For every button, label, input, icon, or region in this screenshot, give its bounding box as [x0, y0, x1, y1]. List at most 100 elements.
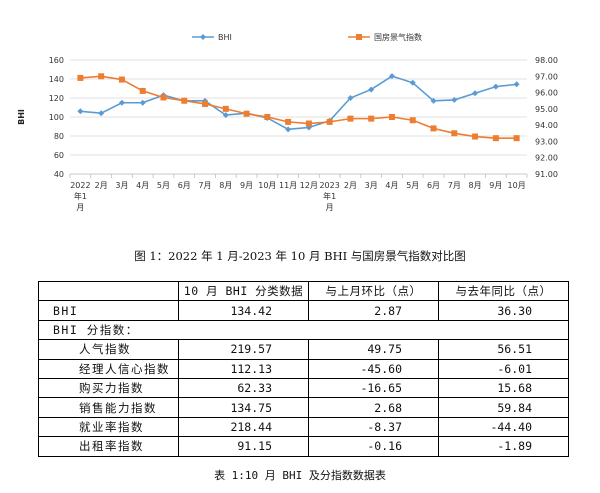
row-name: BHI: [38, 300, 179, 321]
row-value: 59.84: [438, 397, 569, 418]
x-axis-tick-label: 6月: [178, 181, 191, 190]
table-row: BHI 134.42 2.87 36.30: [38, 300, 569, 321]
data-point-housing-index: [347, 115, 354, 122]
left-axis-tick-label: 100: [49, 113, 64, 122]
x-axis-tick-label: 10月: [508, 181, 526, 190]
table-row: 就业率指数 218.44 -8.37 -44.40: [38, 416, 569, 438]
data-point-bhi: [98, 110, 105, 117]
section-label: BHI 分指数：: [38, 319, 569, 341]
row-value: -8.37: [308, 416, 439, 438]
data-point-bhi: [222, 112, 229, 119]
row-value: 2.68: [308, 397, 439, 418]
data-point-housing-index: [264, 114, 271, 120]
header-cell: 与去年同比（点）: [438, 280, 569, 302]
legend-label: 国房景气指数: [374, 32, 422, 42]
row-value: 49.75: [308, 339, 439, 360]
row-name: 购买力指数: [38, 377, 179, 399]
data-point-housing-index: [222, 105, 229, 112]
data-point-housing-index: [243, 110, 250, 117]
row-value: 15.68: [438, 377, 569, 399]
row-value: 134.42: [178, 300, 309, 321]
data-point-housing-index: [285, 118, 292, 125]
x-axis-tick-label: 10月: [258, 181, 276, 190]
series-line-bhi: [80, 75, 517, 131]
right-axis-tick-label: 93.00: [535, 137, 558, 146]
data-point-housing-index: [368, 115, 375, 122]
row-name: 经理人信心指数: [38, 358, 179, 379]
data-point-housing-index: [181, 97, 188, 104]
data-point-bhi: [430, 97, 437, 104]
data-point-housing-index: [430, 125, 437, 132]
row-value: 91.15: [178, 436, 309, 457]
row-name: 销售能力指数: [38, 397, 179, 418]
table-row: 销售能力指数 134.75 2.68 59.84: [38, 397, 569, 418]
row-name: 就业率指数: [38, 416, 179, 438]
header-cell: 10 月 BHI 分类数据: [178, 280, 309, 302]
x-axis-tick-label: 2022: [70, 181, 90, 190]
x-axis-tick-label: 5月: [406, 181, 419, 190]
x-axis-tick-label: 6月: [427, 181, 440, 190]
x-axis-tick-label: 3月: [365, 181, 378, 190]
table-row: 经理人信心指数 112.13 -45.60 -6.01: [38, 358, 569, 379]
data-point-bhi: [139, 99, 146, 106]
series-line-housing-index: [80, 75, 517, 139]
right-axis-tick-label: 94.00: [535, 121, 558, 130]
data-point-housing-index: [202, 100, 209, 107]
row-value: -45.60: [308, 358, 439, 379]
data-point-housing-index: [472, 133, 479, 140]
row-value: 134.75: [178, 397, 309, 418]
table-section-row: BHI 分指数：: [38, 319, 569, 341]
x-axis-tick-label: 7月: [198, 181, 211, 190]
left-axis-tick-label: 80: [54, 132, 64, 141]
x-axis-tick-label: 12月: [300, 181, 318, 190]
data-point-housing-index: [388, 114, 395, 120]
row-value: -0.16: [308, 436, 439, 457]
x-axis-tick-label: 3月: [115, 181, 128, 190]
data-point-bhi: [451, 96, 458, 103]
data-point-housing-index: [409, 117, 416, 124]
data-point-housing-index: [118, 76, 125, 83]
row-value: 112.13: [178, 358, 309, 379]
row-value: -44.40: [438, 416, 569, 438]
chart-area: 40 60 80 100 120 140 160 91.00 92.00 93.00 94.00 95…: [0, 0, 600, 232]
data-point-housing-index: [326, 118, 333, 125]
data-point-bhi: [388, 73, 395, 80]
right-axis-tick-label: 95.00: [535, 105, 558, 114]
x-axis-tick-label: 11月: [279, 181, 297, 190]
data-point-bhi: [472, 90, 479, 97]
data-point-housing-index: [305, 120, 312, 127]
table-row: 出租率指数 91.15 -0.16 -1.89: [38, 436, 569, 457]
data-point-bhi: [347, 95, 354, 101]
x-axis-tick-label: 年1: [74, 191, 87, 201]
figure-caption: 图 1：2022 年 1 月-2023 年 10 月 BHI 与国房景气指数对比…: [134, 249, 466, 263]
data-point-housing-index: [451, 130, 458, 137]
table-row: 人气指数 219.57 49.75 56.51: [38, 339, 569, 360]
row-name: 出租率指数: [38, 436, 179, 457]
left-axis-tick-label: 120: [49, 94, 64, 103]
data-table-wrapper: 10 月 BHI 分类数据 与上月环比（点） 与去年同比（点） BHI 134.…: [38, 280, 569, 457]
row-value: 218.44: [178, 416, 309, 438]
header-cell: [38, 280, 179, 302]
right-axis-tick-label: 92.00: [535, 154, 558, 163]
row-name: 人气指数: [38, 339, 179, 360]
left-axis-tick-label: 140: [49, 75, 64, 84]
x-axis-tick-label: 8月: [469, 181, 482, 190]
data-point-bhi: [368, 86, 375, 93]
row-value: 36.30: [438, 300, 569, 321]
data-point-bhi: [77, 108, 84, 115]
data-point-housing-index: [160, 94, 167, 101]
x-axis-tick-label: 7月: [448, 181, 461, 190]
table-row: 购买力指数 62.33 -16.65 15.68: [38, 377, 569, 399]
right-axis-tick-label: 91.00: [535, 170, 558, 179]
right-axis-tick-label: 96.00: [535, 89, 558, 98]
data-point-bhi: [513, 81, 520, 88]
x-axis-tick-label: 2023: [319, 181, 339, 190]
data-point-housing-index: [77, 74, 84, 81]
data-point-housing-index: [492, 135, 499, 142]
row-value: -1.89: [438, 436, 569, 457]
x-axis-tick-label: 月: [326, 203, 334, 212]
x-axis-tick-label: 2月: [344, 181, 357, 190]
table-body: BHI 134.42 2.87 36.30 BHI 分指数： 人气指数 219.5…: [38, 300, 569, 457]
x-axis-tick-label: 8月: [219, 181, 232, 190]
data-point-housing-index: [139, 87, 146, 94]
